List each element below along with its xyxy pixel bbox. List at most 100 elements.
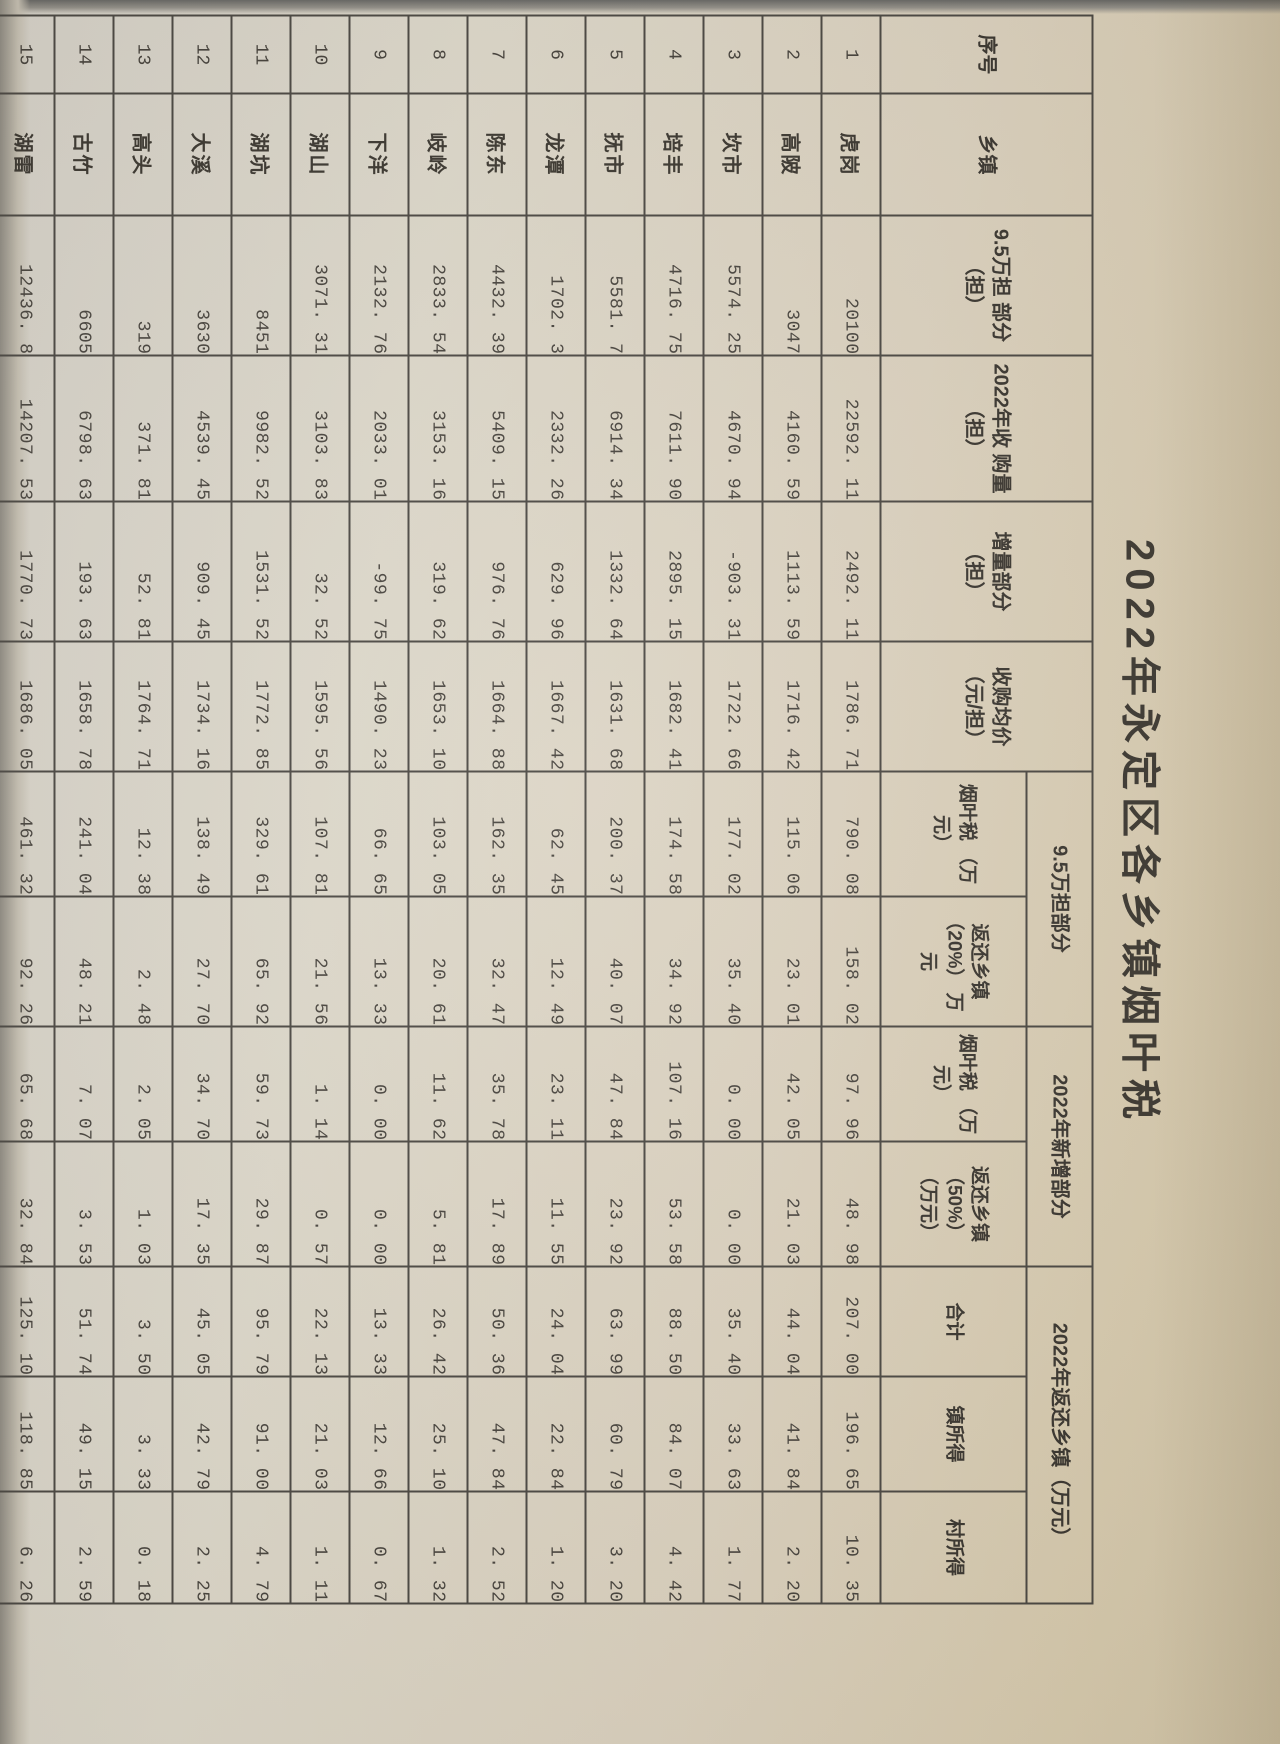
header-group-base: 9.5万担部分: [1026, 771, 1093, 1027]
cell-value: 3071. 31: [290, 215, 350, 356]
cell-value: 1. 03: [113, 1141, 173, 1267]
table-row: 14 古竹 6605 6798. 63 193. 63 1658. 78 241. 04 48…: [54, 15, 114, 1604]
cell-township: 虎岗: [821, 93, 881, 216]
cell-value: 2132. 76: [349, 215, 409, 356]
cell-value: 34. 70: [172, 1026, 232, 1142]
cell-value: 6798. 63: [54, 355, 114, 502]
cell-value: 1764. 71: [113, 641, 173, 772]
cell-value: 196. 65: [821, 1376, 881, 1492]
cell-township: 抚市: [585, 93, 645, 216]
cell-value: 33. 63: [703, 1376, 763, 1492]
cell-value: 17. 89: [467, 1141, 527, 1267]
cell-value: 4160. 59: [762, 355, 822, 502]
cell-value: 11. 62: [408, 1026, 468, 1142]
cell-value: 2895. 15: [644, 501, 704, 642]
cell-value: -903. 31: [703, 501, 763, 642]
cell-value: 1. 32: [408, 1491, 468, 1604]
header-new-return: 返还乡镇 （50%） （万元）: [880, 1141, 1027, 1267]
cell-no: 10: [290, 15, 350, 94]
cell-value: 51. 74: [54, 1266, 114, 1377]
cell-township: 坎市: [703, 93, 763, 216]
cell-value: 115. 06: [762, 771, 822, 897]
cell-value: 0. 00: [349, 1026, 409, 1142]
cell-no: 7: [467, 15, 527, 94]
cell-value: 6. 26: [0, 1491, 55, 1604]
header-group-new: 2022年新增部分: [1026, 1026, 1093, 1267]
cell-value: 23. 11: [526, 1026, 586, 1142]
cell-value: 138. 49: [172, 771, 232, 897]
cell-value: 1702. 3: [526, 215, 586, 356]
cell-value: 12. 66: [349, 1376, 409, 1492]
cell-value: 241. 04: [54, 771, 114, 897]
table-row: 2 高陂 3047 4160. 59 1113. 59 1716. 42 115. 06 23…: [762, 15, 822, 1604]
cell-value: -99. 75: [349, 501, 409, 642]
cell-value: 5409. 15: [467, 355, 527, 502]
cell-township: 湖山: [290, 93, 350, 216]
cell-value: 53. 58: [644, 1141, 704, 1267]
cell-no: 11: [231, 15, 291, 94]
cell-value: 1722. 66: [703, 641, 763, 772]
cell-value: 95. 79: [231, 1266, 291, 1377]
header-base-part: 9.5万担 部分 （担）: [880, 215, 1093, 356]
cell-value: 1595. 56: [290, 641, 350, 772]
cell-value: 23. 01: [762, 896, 822, 1027]
cell-value: 107. 81: [290, 771, 350, 897]
cell-value: 21. 03: [290, 1376, 350, 1492]
cell-value: 3630: [172, 215, 232, 356]
rotated-document: 2022年永定区各乡镇烟叶税 序号 乡镇 9.5万担 部分 （担） 2022年收…: [0, 13, 1188, 1613]
cell-value: 4432. 39: [467, 215, 527, 356]
cell-value: 45. 05: [172, 1266, 232, 1377]
cell-value: 2. 48: [113, 896, 173, 1027]
cell-value: 1490. 23: [349, 641, 409, 772]
cell-value: 5581. 7: [585, 215, 645, 356]
cell-value: 1. 77: [703, 1491, 763, 1604]
cell-township: 龙潭: [526, 93, 586, 216]
cell-value: 42. 79: [172, 1376, 232, 1492]
cell-value: 1658. 78: [54, 641, 114, 772]
header-new-tax: 烟叶税 （万元）: [880, 1026, 1027, 1142]
cell-value: 21. 56: [290, 896, 350, 1027]
table-body: 1 虎岗 20100 22592. 11 2492. 11 1786. 71 790. 08…: [0, 15, 881, 1604]
cell-value: 4. 42: [644, 1491, 704, 1604]
cell-value: 44. 04: [762, 1266, 822, 1377]
cell-no: 6: [526, 15, 586, 94]
header-group-return: 2022年返还乡镇（万元）: [1026, 1266, 1093, 1604]
cell-no: 2: [762, 15, 822, 94]
cell-value: 2. 59: [54, 1491, 114, 1604]
table-row: 12 大溪 3630 4539. 45 909. 45 1734. 16 138. 49 27…: [172, 15, 232, 1604]
table-row: 9 下洋 2132. 76 2033. 01 -99. 75 1490. 23 66. 65…: [349, 15, 409, 1604]
cell-value: 12. 49: [526, 896, 586, 1027]
cell-value: 2. 52: [467, 1491, 527, 1604]
cell-value: 1664. 88: [467, 641, 527, 772]
cell-value: 2332. 26: [526, 355, 586, 502]
cell-value: 7. 07: [54, 1026, 114, 1142]
page-title: 2022年永定区各乡镇烟叶税: [1117, 539, 1162, 1126]
cell-value: 909. 45: [172, 501, 232, 642]
header-base-tax: 烟叶税 （万元）: [880, 771, 1027, 897]
cell-value: 461. 32: [0, 771, 55, 897]
cell-value: 0. 00: [349, 1141, 409, 1267]
cell-value: 47. 84: [585, 1026, 645, 1142]
cell-value: 84. 07: [644, 1376, 704, 1492]
cell-value: 3103. 83: [290, 355, 350, 502]
cell-township: 培丰: [644, 93, 704, 216]
cell-value: 200. 37: [585, 771, 645, 897]
cell-value: 6914. 34: [585, 355, 645, 502]
cell-value: 3. 20: [585, 1491, 645, 1604]
cell-value: 5. 81: [408, 1141, 468, 1267]
cell-value: 8451: [231, 215, 291, 356]
cell-value: 1113. 59: [762, 501, 822, 642]
table-row: 11 湖坑 8451 9982. 52 1531. 52 1772. 85 329. 61 6…: [231, 15, 291, 1604]
cell-value: 6605: [54, 215, 114, 356]
table-row: 15 湖雷 12436. 8 14207. 53 1770. 73 1686. 05 461…: [0, 15, 55, 1604]
cell-value: 12. 38: [113, 771, 173, 897]
cell-value: 20100: [821, 215, 881, 356]
cell-value: 629. 96: [526, 501, 586, 642]
cell-township: 湖雷: [0, 93, 55, 216]
cell-value: 21. 03: [762, 1141, 822, 1267]
cell-value: 42. 05: [762, 1026, 822, 1142]
cell-value: 162. 35: [467, 771, 527, 897]
cell-no: 14: [54, 15, 114, 94]
cell-township: 高陂: [762, 93, 822, 216]
cell-value: 17. 35: [172, 1141, 232, 1267]
